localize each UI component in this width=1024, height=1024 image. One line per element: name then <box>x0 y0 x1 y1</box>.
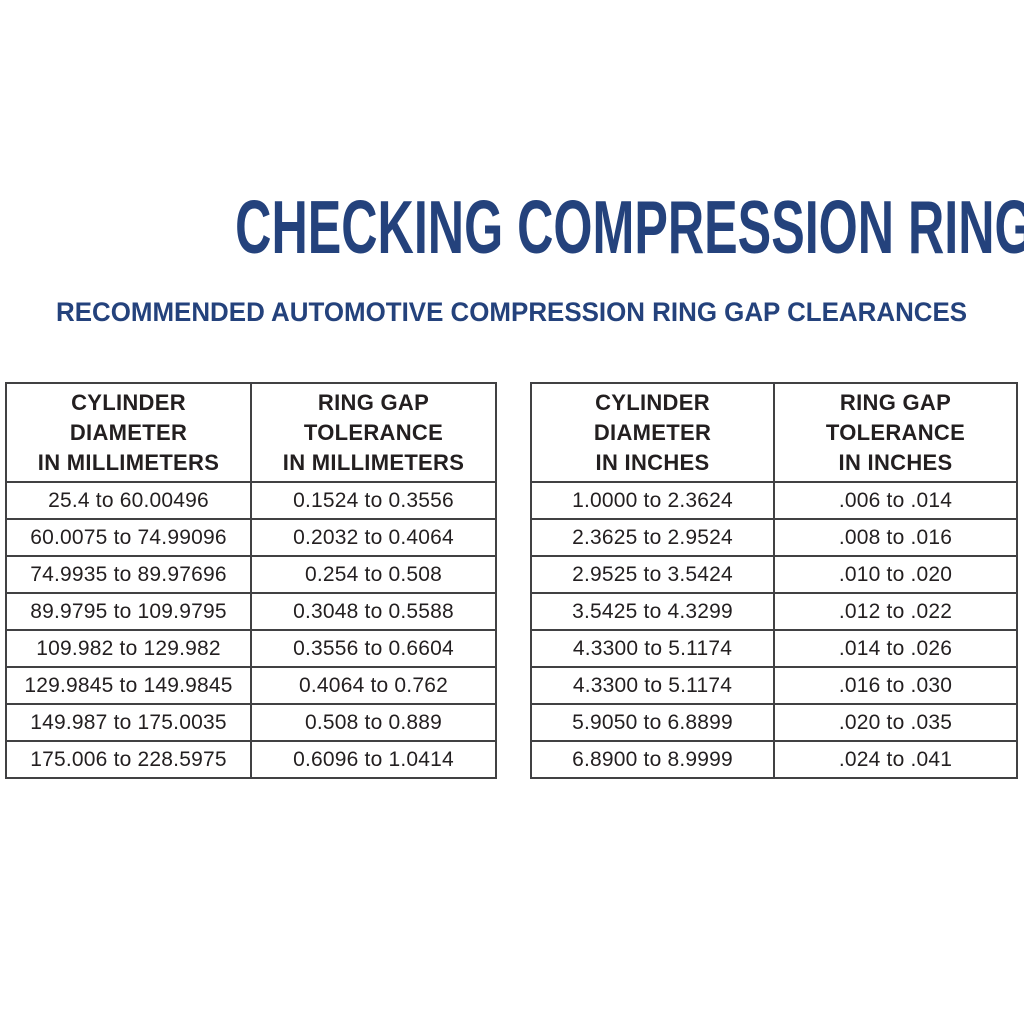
table-cell: 129.9845 to 149.9845 <box>5 666 252 705</box>
page-title: CHECKING COMPRESSION RING GAPS <box>0 190 1024 265</box>
table-cell: .012 to .022 <box>773 592 1018 631</box>
table-cell: .016 to .030 <box>773 666 1018 705</box>
table-row: 60.0075 to 74.99096 0.2032 to 0.4064 <box>5 518 497 557</box>
table-cell: 4.3300 to 5.1174 <box>530 629 775 668</box>
ring-gap-table-inches: CYLINDER DIAMETER IN INCHES RING GAP TOL… <box>530 382 1018 779</box>
page-title-text: CHECKING COMPRESSION RING GAPS <box>235 185 1024 269</box>
table-row: 2.9525 to 3.5424 .010 to .020 <box>530 555 1018 594</box>
page-subtitle: RECOMMENDED AUTOMOTIVE COMPRESSION RING … <box>0 297 1024 328</box>
table-row: 1.0000 to 2.3624 .006 to .014 <box>530 481 1018 520</box>
table-cell: .020 to .035 <box>773 703 1018 742</box>
table-cell: 0.1524 to 0.3556 <box>250 481 497 520</box>
table-row: 175.006 to 228.5975 0.6096 to 1.0414 <box>5 740 497 779</box>
table-cell: 0.508 to 0.889 <box>250 703 497 742</box>
table-cell: 0.3048 to 0.5588 <box>250 592 497 631</box>
table-cell: 4.3300 to 5.1174 <box>530 666 775 705</box>
column-header-cylinder-diameter-mm: CYLINDER DIAMETER IN MILLIMETERS <box>5 382 252 483</box>
table-cell: 0.254 to 0.508 <box>250 555 497 594</box>
table-cell: .024 to .041 <box>773 740 1018 779</box>
table-cell: 6.8900 to 8.9999 <box>530 740 775 779</box>
table-row: 5.9050 to 6.8899 .020 to .035 <box>530 703 1018 742</box>
table-row: 3.5425 to 4.3299 .012 to .022 <box>530 592 1018 631</box>
table-cell: 60.0075 to 74.99096 <box>5 518 252 557</box>
table-cell: .006 to .014 <box>773 481 1018 520</box>
table-row: 129.9845 to 149.9845 0.4064 to 0.762 <box>5 666 497 705</box>
column-header-ring-gap-tolerance-inches: RING GAP TOLERANCE IN INCHES <box>773 382 1018 483</box>
page-subtitle-text: RECOMMENDED AUTOMOTIVE COMPRESSION RING … <box>56 297 968 327</box>
table-cell: 1.0000 to 2.3624 <box>530 481 775 520</box>
table-cell: 109.982 to 129.982 <box>5 629 252 668</box>
table-cell: 0.6096 to 1.0414 <box>250 740 497 779</box>
table-row: 89.9795 to 109.9795 0.3048 to 0.5588 <box>5 592 497 631</box>
column-header-ring-gap-tolerance-mm: RING GAP TOLERANCE IN MILLIMETERS <box>250 382 497 483</box>
table-cell: 25.4 to 60.00496 <box>5 481 252 520</box>
table-header-row: CYLINDER DIAMETER IN MILLIMETERS RING GA… <box>5 382 497 483</box>
table-row: 25.4 to 60.00496 0.1524 to 0.3556 <box>5 481 497 520</box>
column-header-cylinder-diameter-inches: CYLINDER DIAMETER IN INCHES <box>530 382 775 483</box>
table-row: 4.3300 to 5.1174 .016 to .030 <box>530 666 1018 705</box>
table-row: 74.9935 to 89.97696 0.254 to 0.508 <box>5 555 497 594</box>
table-row: 149.987 to 175.0035 0.508 to 0.889 <box>5 703 497 742</box>
table-cell: .008 to .016 <box>773 518 1018 557</box>
table-row: 6.8900 to 8.9999 .024 to .041 <box>530 740 1018 779</box>
table-cell: 175.006 to 228.5975 <box>5 740 252 779</box>
table-row: 4.3300 to 5.1174 .014 to .026 <box>530 629 1018 668</box>
table-cell: 2.9525 to 3.5424 <box>530 555 775 594</box>
table-row: 109.982 to 129.982 0.3556 to 0.6604 <box>5 629 497 668</box>
table-cell: 149.987 to 175.0035 <box>5 703 252 742</box>
table-cell: .014 to .026 <box>773 629 1018 668</box>
table-cell: 5.9050 to 6.8899 <box>530 703 775 742</box>
table-cell: 0.4064 to 0.762 <box>250 666 497 705</box>
table-cell: 0.2032 to 0.4064 <box>250 518 497 557</box>
table-cell: 89.9795 to 109.9795 <box>5 592 252 631</box>
table-cell: .010 to .020 <box>773 555 1018 594</box>
table-row: 2.3625 to 2.9524 .008 to .016 <box>530 518 1018 557</box>
table-cell: 0.3556 to 0.6604 <box>250 629 497 668</box>
ring-gap-table-millimeters: CYLINDER DIAMETER IN MILLIMETERS RING GA… <box>5 382 497 779</box>
table-cell: 74.9935 to 89.97696 <box>5 555 252 594</box>
table-header-row: CYLINDER DIAMETER IN INCHES RING GAP TOL… <box>530 382 1018 483</box>
table-cell: 3.5425 to 4.3299 <box>530 592 775 631</box>
table-cell: 2.3625 to 2.9524 <box>530 518 775 557</box>
